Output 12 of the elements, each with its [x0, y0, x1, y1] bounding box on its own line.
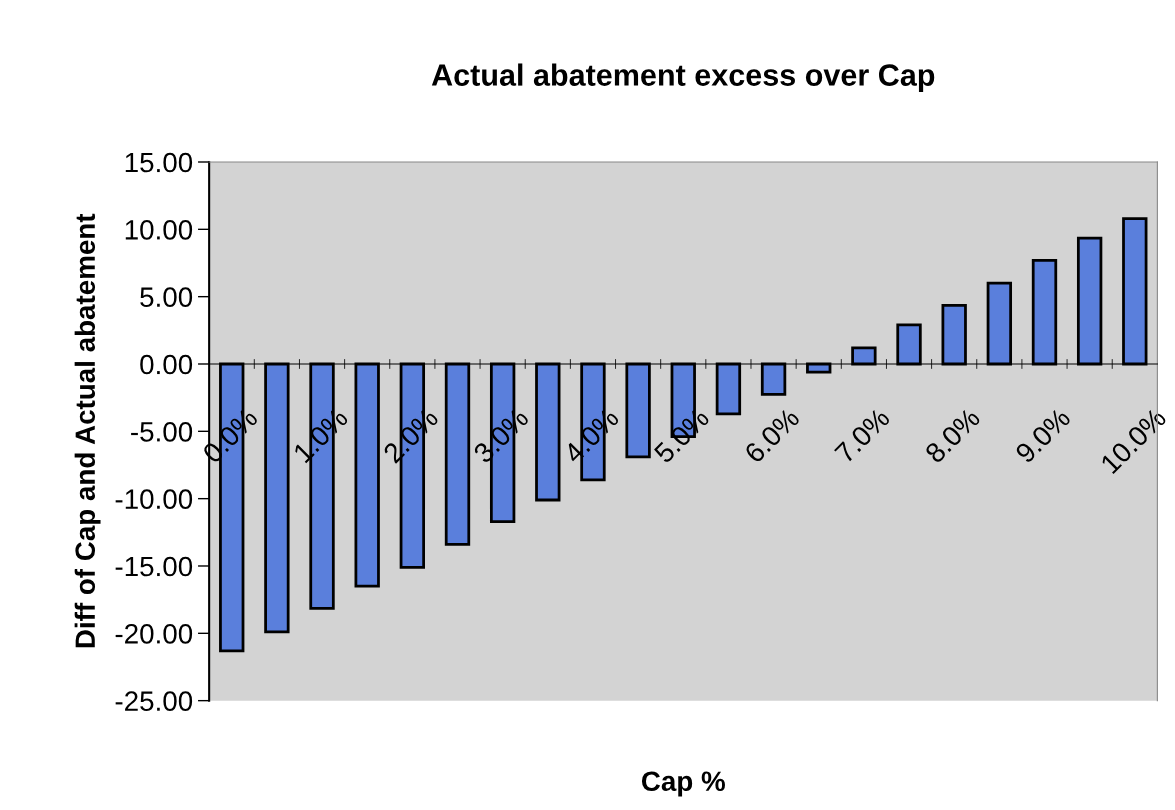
y-tick-label: 10.00 [125, 220, 193, 240]
y-tick-label: 5.00 [140, 287, 193, 307]
y-tick-label: -15.00 [115, 556, 193, 577]
y-tick-label: -25.00 [115, 691, 193, 711]
y-tick-label: -10.00 [115, 489, 193, 509]
chart-title: Actual abatement excess over Cap [431, 63, 935, 92]
y-tick-label: -20.00 [115, 623, 193, 644]
x-axis-title: Cap % [641, 771, 725, 797]
y-tick-label: 15.00 [125, 152, 193, 173]
y-tick-label: 0.00 [140, 354, 193, 375]
y-tick-label: -5.00 [131, 421, 193, 442]
y-axis-title: Diff of Cap and Actual abatement [74, 213, 101, 648]
